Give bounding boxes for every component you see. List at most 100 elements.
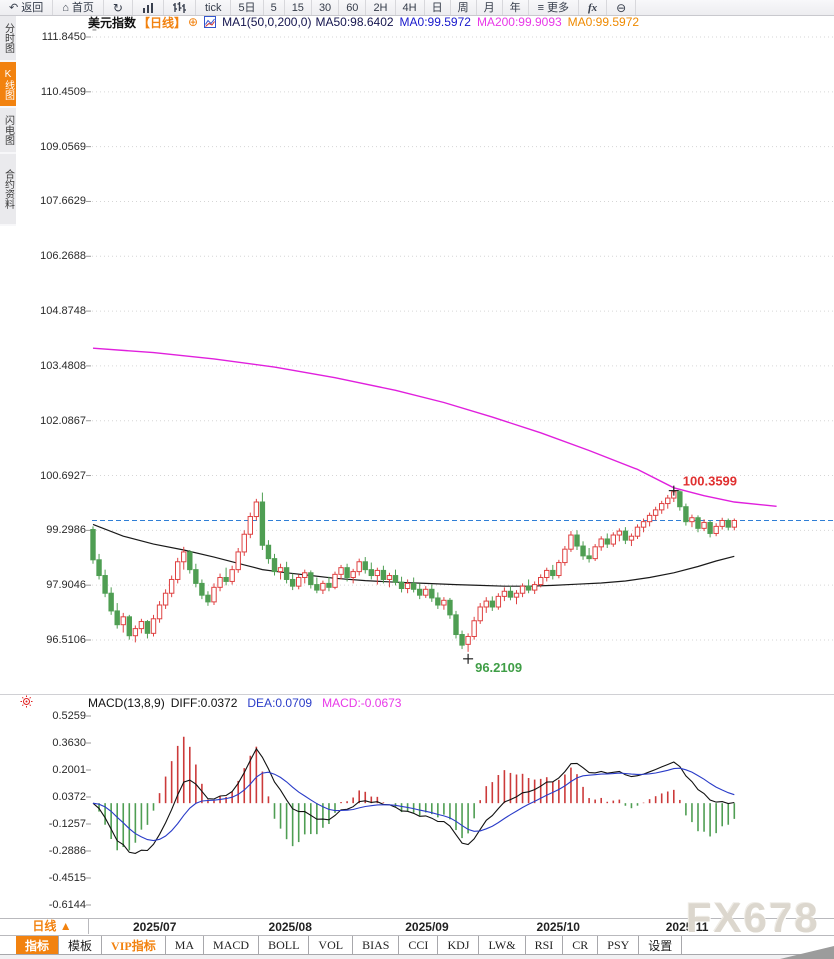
symbol-name: 美元指数	[88, 15, 137, 30]
x-axis-label: 2025/09	[405, 920, 449, 934]
period-week-button[interactable]: 周	[451, 0, 477, 15]
indicator-tab-rsi[interactable]: RSI	[526, 936, 564, 954]
period-month-button[interactable]: 月	[477, 0, 503, 15]
y-axis-label: 103.4808	[40, 359, 86, 372]
macd-histogram	[98, 736, 736, 851]
home-icon: ⌂	[62, 1, 69, 14]
period-2h-button[interactable]: 2H	[366, 0, 396, 15]
indicator-tab-macd[interactable]: MACD	[204, 936, 260, 954]
period-5-label: 5	[270, 1, 277, 14]
ma-settings-icon[interactable]	[204, 16, 217, 28]
y-axis-label: 96.5106	[46, 634, 86, 646]
ohlc-icon	[172, 2, 186, 13]
indicator-tab-indicator[interactable]: 指标	[16, 936, 60, 954]
indicator-tab-boll[interactable]: BOLL	[259, 936, 310, 954]
macd-y-axis-label: 0.5259	[52, 710, 86, 722]
x-axis-label: 2025/10	[536, 920, 580, 934]
y-axis-label: 102.0867	[40, 414, 86, 427]
y-axis-label: 110.4509	[40, 85, 86, 98]
period-15-label: 15	[291, 1, 304, 14]
y-axis-label: 104.8748	[40, 305, 86, 318]
period-4h-button[interactable]: 4H	[396, 0, 425, 15]
pane-grip-icon[interactable]: ≡	[92, 25, 97, 34]
indicator-tab-cci[interactable]: CCI	[399, 936, 439, 954]
home-button[interactable]: ⌂ 首页	[53, 0, 104, 15]
period-15-button[interactable]: 15	[285, 0, 312, 15]
ma0-orange-value: MA0:99.5972	[567, 15, 640, 29]
price-annotations: 100.3599 96.2109	[463, 474, 737, 675]
period-5day-label: 5日	[238, 1, 256, 14]
macd-macd-value: MACD:-0.0673	[322, 696, 402, 710]
more-label: 更多	[546, 1, 569, 14]
ma50-value: MA50:98.6402	[315, 15, 394, 29]
refresh-icon: ↻	[112, 0, 123, 15]
ma200-value: MA200:99.9093	[476, 15, 562, 29]
macd-diff-value: DIFF:0.0372	[170, 696, 238, 710]
period-day-button[interactable]: 日	[425, 0, 451, 15]
y-axis-label: 109.0569	[40, 140, 86, 153]
sidebar-tab-kline-chart[interactable]: K线图	[0, 62, 16, 108]
area-chart-icon	[142, 2, 154, 13]
indicator-tab-template[interactable]: 模板	[59, 936, 103, 954]
fx-icon: fx	[587, 1, 598, 14]
period-30-label: 30	[318, 1, 332, 14]
panel-separator	[0, 694, 834, 695]
macd-y-axis-label: -0.6144	[48, 899, 86, 911]
y-axis-label: 107.6629	[40, 195, 86, 208]
period-30-button[interactable]: 30	[312, 0, 340, 15]
indicator-tab-vol[interactable]: VOL	[309, 936, 354, 954]
low-price-label: 96.2109	[475, 660, 522, 675]
period-tick-button[interactable]: tick	[196, 0, 232, 15]
candlestick-series	[90, 488, 737, 652]
period-2h-label: 2H	[373, 1, 388, 14]
period-60-label: 60	[346, 1, 359, 14]
y-axis-label: 106.2688	[40, 250, 86, 263]
sidebar-tab-contract-info[interactable]: 合约资料	[0, 154, 16, 226]
y-axis-label: 111.8450	[41, 31, 86, 43]
x-axis-label: 2025/08	[268, 920, 312, 934]
macd-dea-value: DEA:0.0709	[247, 696, 313, 710]
period-4h-label: 4H	[402, 1, 417, 14]
period-selector-tab[interactable]: 日线 ▲	[16, 919, 89, 934]
indicator-tab-kdj[interactable]: KDJ	[438, 936, 480, 954]
y-axis-label: 99.2986	[46, 524, 86, 537]
indicator-tab-ma[interactable]: MA	[166, 936, 205, 954]
indicator-tab-psy[interactable]: PSY	[598, 936, 640, 954]
sidebar-tab-lightning-chart[interactable]: 闪电图	[0, 108, 16, 154]
period-tick-label: tick	[204, 1, 222, 14]
indicator-tab-settings[interactable]: 设置	[639, 936, 683, 954]
ma50-line	[92, 523, 735, 587]
x-axis-label: 2025/11	[665, 920, 709, 934]
fx-button[interactable]: fx	[579, 0, 608, 15]
period-month-label: 月	[483, 1, 495, 14]
indicator-tab-vip-indicator[interactable]: VIP指标	[102, 936, 166, 954]
chart-type-ohlc-button[interactable]	[164, 0, 196, 15]
ma200-line	[92, 347, 777, 507]
ma-settings-label: MA1(50,0,200,0)	[222, 15, 312, 29]
period-60-button[interactable]: 60	[339, 0, 367, 15]
macd-y-axis-label: -0.1257	[48, 818, 86, 830]
indicator-tab-bias[interactable]: BIAS	[353, 936, 400, 954]
refresh-button[interactable]: ↻	[104, 0, 133, 15]
macd-header: MACD(13,8,9) DIFF:0.0372 DEA:0.0709 MACD…	[88, 696, 401, 710]
macd-title: MACD(13,8,9)	[88, 696, 165, 710]
date-axis-row: 日线 ▲ 2025/07 2025/08 2025/09 2025/10 2025/11	[0, 918, 834, 936]
more-button[interactable]: ≡ 更多	[529, 0, 579, 15]
indicator-settings-icon[interactable]	[20, 695, 33, 713]
period-5day-button[interactable]: 5日	[231, 0, 264, 15]
chart-type-area-button[interactable]	[133, 0, 164, 15]
fx678-watermark: FX678	[686, 894, 820, 941]
back-button[interactable]: ↶ 返回	[0, 0, 54, 15]
sidebar-tab-time-chart[interactable]: 分时图	[0, 16, 16, 62]
more-icon: ≡	[537, 1, 544, 14]
period-year-button[interactable]: 年	[503, 0, 529, 15]
y-axis-label: 100.6927	[40, 469, 86, 482]
timeframe-label: 【日线】	[138, 15, 187, 30]
period-5-button[interactable]: 5	[264, 0, 285, 15]
macd-dea-line	[92, 767, 735, 842]
add-indicator-icon[interactable]: ⊕	[188, 15, 199, 29]
indicator-tab-cr[interactable]: CR	[563, 936, 599, 954]
indicator-tab-lw[interactable]: LW&	[479, 936, 526, 954]
zoom-out-button[interactable]: ⊖	[607, 0, 637, 15]
